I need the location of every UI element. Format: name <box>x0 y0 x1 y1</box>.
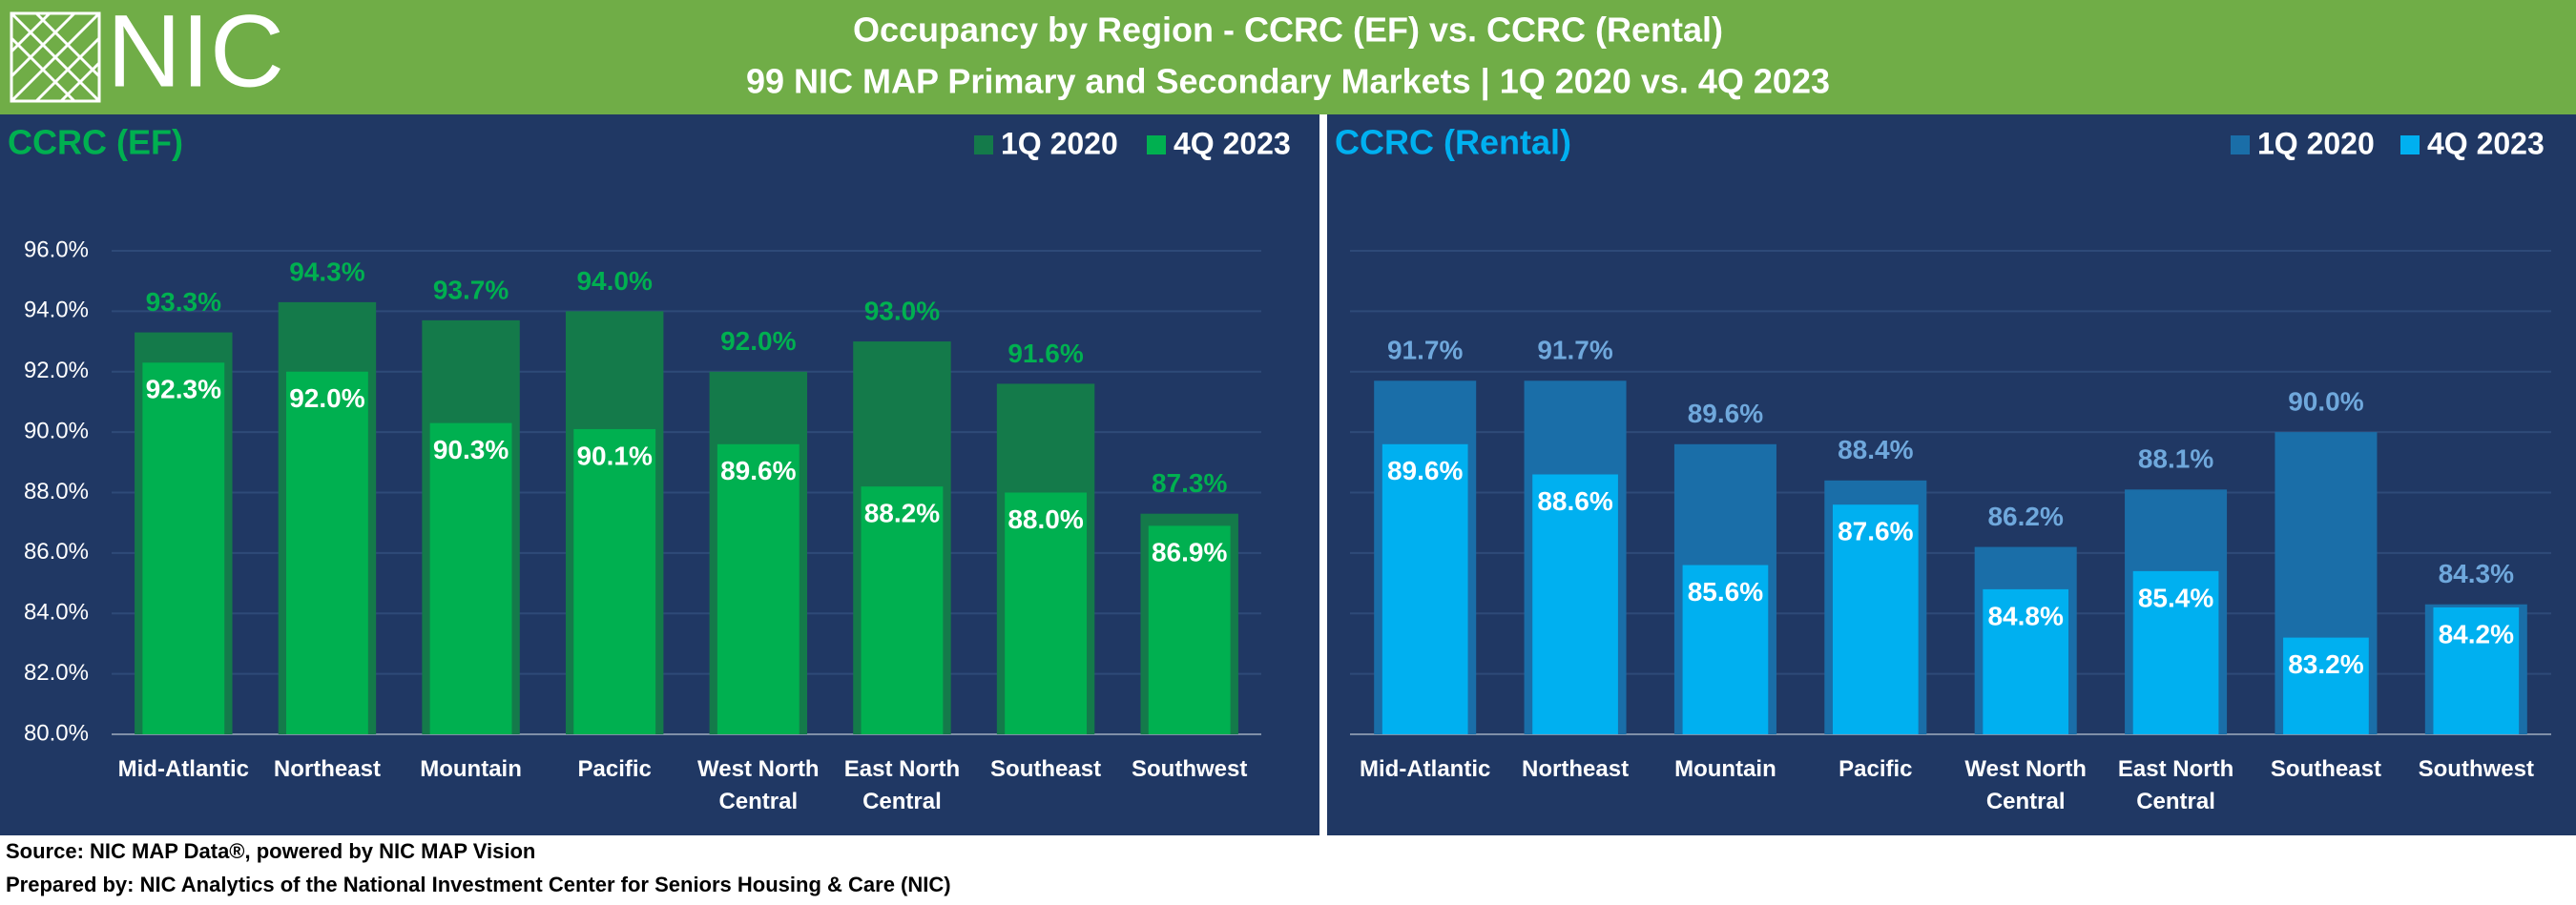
subtitle: 99 NIC MAP Primary and Secondary Markets… <box>746 62 1830 102</box>
value-label: 94.0% <box>576 266 652 296</box>
legend-swatch <box>2231 135 2250 154</box>
value-label: 87.3% <box>1152 468 1227 498</box>
bar <box>573 428 656 734</box>
bar <box>1005 492 1087 734</box>
x-tick-label: Southwest <box>2418 756 2534 782</box>
value-label: 89.6% <box>720 456 796 485</box>
x-tick-label: Northeast <box>1522 756 1630 782</box>
value-label: 92.0% <box>289 383 364 413</box>
x-tick-label: East North Central <box>843 756 961 814</box>
header-band <box>0 0 2576 114</box>
value-label: 90.3% <box>433 435 509 464</box>
value-label: 90.0% <box>2288 387 2363 417</box>
title: Occupancy by Region - CCRC (EF) vs. CCRC… <box>853 10 1723 50</box>
logo-icon <box>10 11 101 103</box>
logo-text: NIC <box>107 0 284 109</box>
value-label: 87.6% <box>1838 517 1913 546</box>
y-tick-label: 92.0% <box>24 358 89 383</box>
y-tick-label: 90.0% <box>24 418 89 443</box>
value-label: 88.4% <box>1838 435 1913 464</box>
legend-label: 1Q 2020 <box>2257 126 2375 160</box>
value-label: 85.4% <box>2138 583 2213 612</box>
x-tick-label: West North Central <box>697 756 820 814</box>
legend-swatch <box>1147 135 1166 154</box>
value-label: 86.9% <box>1152 538 1227 567</box>
value-label: 93.7% <box>433 275 509 304</box>
value-label: 94.3% <box>289 257 364 286</box>
source: Source: NIC MAP Data®, powered by NIC MA… <box>6 839 536 863</box>
value-label: 86.2% <box>1987 502 2063 531</box>
value-label: 89.6% <box>1387 456 1463 485</box>
prepared-by: Prepared by: NIC Analytics of the Nation… <box>6 873 951 896</box>
y-tick-label: 86.0% <box>24 539 89 565</box>
value-label: 91.7% <box>1387 336 1463 365</box>
bar <box>2433 607 2520 734</box>
bar <box>1381 443 1468 734</box>
value-label: 93.3% <box>146 287 221 317</box>
legend-label: 4Q 2023 <box>1174 126 1291 160</box>
bar <box>1148 525 1231 734</box>
y-tick-label: 80.0% <box>24 720 89 746</box>
panel <box>1327 114 2576 835</box>
x-tick-label: Pacific <box>1839 756 1913 782</box>
value-label: 89.6% <box>1688 399 1763 428</box>
value-label: 85.6% <box>1688 577 1763 607</box>
legend-swatch <box>2400 135 2420 154</box>
y-tick-label: 88.0% <box>24 479 89 504</box>
x-tick-label: Southeast <box>990 756 1102 782</box>
value-label: 88.1% <box>2138 444 2213 474</box>
x-tick-label: Mountain <box>420 756 522 782</box>
bar <box>2283 637 2369 734</box>
x-tick-label: Southwest <box>1132 756 1248 782</box>
value-label: 92.0% <box>720 326 796 356</box>
y-tick-label: 84.0% <box>24 600 89 626</box>
bar <box>1983 588 2069 734</box>
y-tick-label: 94.0% <box>24 298 89 323</box>
value-label: 92.3% <box>146 375 221 404</box>
x-tick-label: Mountain <box>1674 756 1776 782</box>
bar <box>142 362 225 734</box>
x-tick-label: Southeast <box>2270 756 2381 782</box>
bar <box>429 422 512 734</box>
legend-label: 4Q 2023 <box>2427 126 2545 160</box>
legend-label: 1Q 2020 <box>1001 126 1118 160</box>
x-tick-label: West North Central <box>1964 756 2087 814</box>
bar <box>1532 474 1618 734</box>
value-label: 90.1% <box>576 441 652 470</box>
value-label: 91.7% <box>1537 336 1612 365</box>
value-label: 84.8% <box>1987 601 2063 630</box>
x-tick-label: Mid-Atlantic <box>1360 756 1491 782</box>
value-label: 91.6% <box>1008 339 1083 368</box>
value-label: 88.6% <box>1537 486 1612 516</box>
value-label: 88.2% <box>864 499 940 528</box>
bar <box>861 486 944 734</box>
bar <box>286 371 368 734</box>
value-label: 88.0% <box>1008 504 1083 534</box>
value-label: 93.0% <box>864 296 940 325</box>
x-tick-label: East North Central <box>2117 756 2234 814</box>
value-label: 84.2% <box>2439 619 2514 648</box>
bar <box>717 443 800 734</box>
x-tick-label: Pacific <box>577 756 652 782</box>
x-tick-label: Northeast <box>273 756 381 782</box>
panel-title: CCRC (Rental) <box>1335 123 1571 162</box>
value-label: 84.3% <box>2439 559 2514 588</box>
legend-swatch <box>974 135 993 154</box>
bar <box>1682 565 1769 734</box>
y-tick-label: 82.0% <box>24 660 89 686</box>
panel-title: CCRC (EF) <box>8 123 183 162</box>
x-tick-label: Mid-Atlantic <box>117 756 249 782</box>
value-label: 83.2% <box>2288 649 2363 679</box>
y-tick-label: 96.0% <box>24 237 89 262</box>
bar <box>2132 570 2219 734</box>
bar <box>1832 504 1919 734</box>
